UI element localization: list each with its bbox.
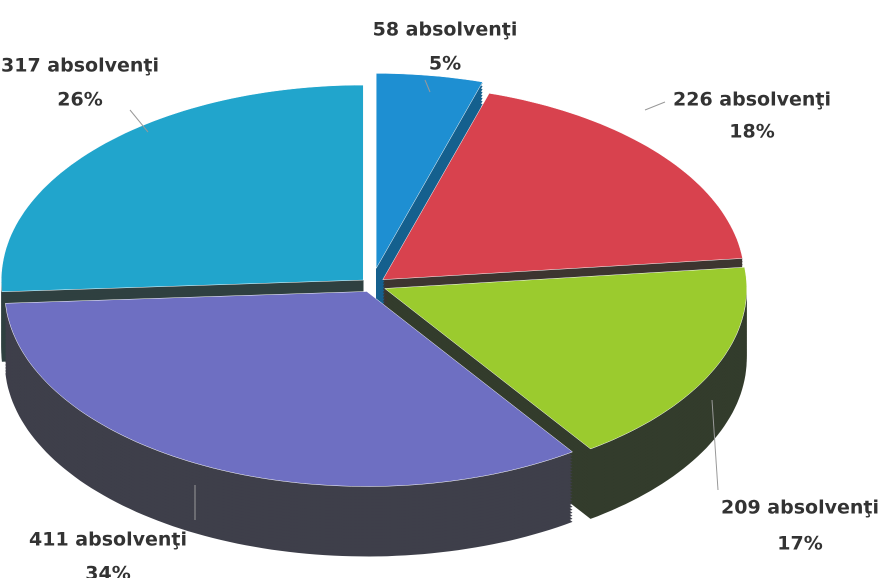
leader-line [129,109,149,133]
percent-label: 34% [85,563,130,578]
percent-label: 17% [777,533,822,555]
percent-label: 18% [729,121,774,143]
value-label: 317 absolvenţi [1,55,159,77]
percent-label: 5% [429,53,461,75]
value-label: 58 absolvenţi [373,19,518,41]
slice [375,73,483,270]
leader-line [711,399,719,491]
value-label: 209 absolvenţi [721,497,879,519]
leader-line [424,79,431,93]
slice [382,93,743,280]
value-label: 411 absolvenţi [29,529,187,551]
slice [5,291,574,487]
percent-label: 26% [57,89,102,111]
slice [1,84,364,293]
value-label: 226 absolvenţi [673,89,831,111]
slice [384,266,747,450]
leader-line [644,101,666,111]
